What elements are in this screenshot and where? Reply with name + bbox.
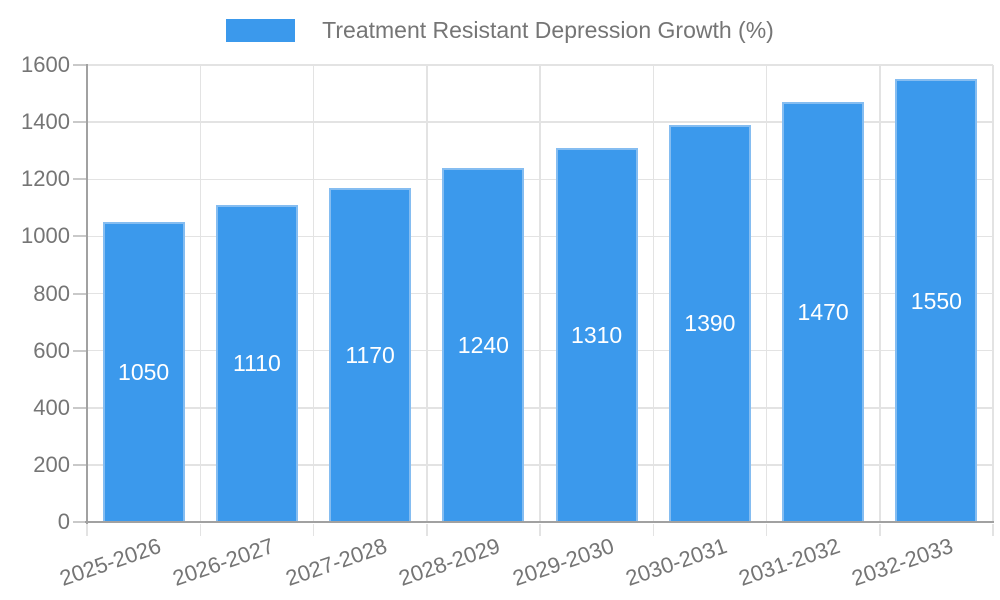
y-axis-tick xyxy=(73,349,87,352)
bar-value-label: 1550 xyxy=(910,287,962,314)
y-axis-label: 1400 xyxy=(21,109,70,135)
y-axis-label: 600 xyxy=(33,337,70,363)
bar[interactable] xyxy=(782,102,865,521)
legend-item[interactable]: Treatment Resistant Depression Growth (%… xyxy=(226,16,774,44)
y-axis-label: 200 xyxy=(33,451,70,477)
bar[interactable] xyxy=(555,147,638,521)
y-axis-line xyxy=(86,64,88,524)
x-axis-tick xyxy=(199,524,201,536)
y-axis-label: 0 xyxy=(57,509,70,534)
y-axis-tick xyxy=(73,463,87,466)
bar[interactable] xyxy=(895,79,978,521)
gridline-vertical xyxy=(652,65,654,522)
y-axis-label: 400 xyxy=(33,394,70,420)
gridline-vertical xyxy=(539,65,541,522)
bar-value-label: 1050 xyxy=(118,359,170,386)
bar-value-label: 1110 xyxy=(232,350,281,377)
bar[interactable] xyxy=(442,167,525,521)
y-axis-tick xyxy=(73,64,87,66)
legend-swatch xyxy=(226,18,296,42)
bar[interactable] xyxy=(329,187,412,521)
legend-label: Treatment Resistant Depression Growth (%… xyxy=(322,17,774,43)
gridline-vertical xyxy=(992,65,994,522)
gridline-vertical xyxy=(879,65,881,522)
gridline-vertical xyxy=(426,65,428,522)
y-axis-label: 1000 xyxy=(21,223,70,249)
y-axis-tick xyxy=(73,292,87,295)
x-axis-tick xyxy=(312,524,315,536)
gridline-vertical xyxy=(765,65,768,522)
gridline-vertical xyxy=(199,65,201,522)
x-axis-line xyxy=(85,521,994,523)
bar-value-label: 1310 xyxy=(571,321,623,348)
y-axis-tick xyxy=(73,521,87,523)
y-axis-tick xyxy=(73,235,87,238)
bar-value-label: 1170 xyxy=(345,341,395,368)
x-axis-tick xyxy=(426,524,428,536)
x-axis-tick xyxy=(86,524,88,536)
x-axis-tick xyxy=(652,524,654,536)
y-axis-tick xyxy=(73,406,87,409)
x-axis-tick xyxy=(765,524,768,536)
legend: Treatment Resistant Depression Growth (%… xyxy=(0,16,1000,44)
y-axis-tick xyxy=(73,178,87,181)
bar[interactable] xyxy=(102,222,185,521)
bar[interactable] xyxy=(215,204,298,521)
y-axis-label: 800 xyxy=(33,280,70,306)
bar[interactable] xyxy=(668,124,751,521)
y-axis-label: 1600 xyxy=(21,52,70,77)
bar-value-label: 1470 xyxy=(797,299,849,326)
x-axis-tick xyxy=(879,524,881,536)
gridline-vertical xyxy=(312,65,315,522)
y-axis-tick xyxy=(73,121,87,124)
x-axis-tick xyxy=(992,524,994,536)
y-axis-label: 1200 xyxy=(21,166,70,192)
bar-value-label: 1240 xyxy=(457,331,509,358)
bar-value-label: 1390 xyxy=(684,310,736,337)
x-axis-tick xyxy=(539,524,541,536)
